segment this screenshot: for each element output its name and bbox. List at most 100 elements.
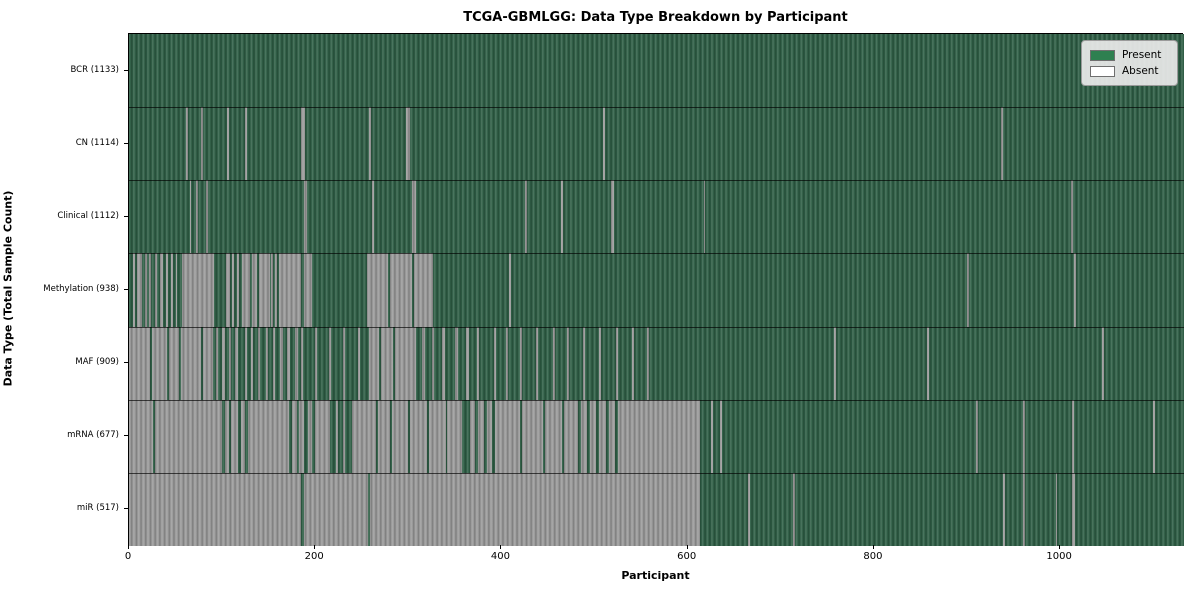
absent-segment — [231, 399, 238, 473]
ytick-mark — [124, 508, 128, 510]
absent-segment — [391, 399, 409, 473]
absent-segment — [245, 107, 248, 181]
absent-segment — [152, 326, 168, 400]
absent-segment — [222, 326, 225, 400]
ytick-label-clinical: Clinical (1112) — [57, 210, 119, 221]
absent-segment — [486, 399, 493, 473]
absent-segment — [410, 399, 427, 473]
absent-segment — [395, 326, 416, 400]
absent-segment — [710, 399, 713, 473]
absent-segment — [422, 326, 426, 400]
absent-segment — [291, 399, 297, 473]
absent-segment — [166, 253, 169, 327]
absent-segment — [304, 472, 369, 546]
absent-segment — [583, 326, 586, 400]
absent-segment — [196, 180, 198, 254]
absent-segment — [175, 253, 178, 327]
absent-segment — [251, 253, 258, 327]
absent-segment — [381, 326, 394, 400]
absent-segment — [232, 253, 235, 327]
xtick-label-1000: 1000 — [1046, 551, 1072, 562]
absent-segment — [155, 399, 223, 473]
absent-segment — [185, 107, 188, 181]
xtick-mark — [686, 545, 688, 549]
absent-segment — [343, 399, 346, 473]
xtick-label-0: 0 — [124, 551, 132, 562]
absent-segment — [615, 326, 618, 400]
ytick-mark — [124, 215, 128, 217]
absent-segment — [431, 326, 435, 400]
xtick-mark — [1059, 545, 1061, 549]
row-band-bcr — [129, 34, 1184, 108]
absent-segment — [279, 326, 283, 400]
row-band-methylation — [129, 253, 1184, 327]
absent-segment — [228, 326, 232, 400]
absent-segment — [494, 399, 521, 473]
absent-segment — [129, 326, 151, 400]
absent-segment — [202, 326, 213, 400]
legend-label-absent: Absent — [1122, 65, 1159, 77]
absent-segment — [508, 253, 511, 327]
absent-segment — [144, 253, 147, 327]
ytick-label-mir: miR (517) — [76, 503, 119, 514]
absent-segment — [189, 180, 192, 254]
absent-segment — [273, 326, 276, 400]
absent-segment — [611, 180, 615, 254]
absent-segment — [589, 399, 597, 473]
absent-segment — [535, 326, 538, 400]
ytick-mark — [124, 289, 128, 290]
absent-segment — [617, 399, 700, 473]
absent-segment — [315, 326, 318, 400]
absent-segment — [129, 399, 154, 473]
absent-segment — [631, 326, 634, 400]
absent-segment — [927, 326, 929, 400]
absent-segment — [506, 326, 508, 400]
ytick-label-cn: CN (1114) — [75, 137, 119, 148]
absent-segment — [304, 180, 307, 254]
legend-swatch-present-icon — [1090, 49, 1115, 61]
absent-segment — [169, 326, 180, 400]
ytick-label-methylation: Methylation (938) — [43, 284, 119, 294]
ytick-mark — [124, 142, 128, 144]
absent-segment — [976, 399, 979, 473]
absent-segment — [215, 326, 219, 400]
legend-item-present: Present — [1090, 47, 1169, 63]
absent-segment — [265, 326, 268, 400]
legend-item-absent: Absent — [1090, 63, 1169, 79]
row-band-clinical — [129, 180, 1184, 254]
absent-segment — [524, 180, 527, 254]
xtick-mark — [128, 545, 129, 549]
absent-segment — [224, 399, 229, 473]
row-band-cn — [129, 107, 1184, 181]
row-band-mir — [129, 472, 1184, 546]
absent-segment — [478, 399, 484, 473]
absent-segment — [1072, 472, 1076, 546]
absent-segment — [240, 399, 246, 473]
absent-segment — [580, 399, 588, 473]
absent-segment — [469, 399, 476, 473]
absent-segment — [566, 326, 569, 400]
absent-segment — [447, 399, 463, 473]
xtick-mark — [872, 545, 874, 549]
absent-segment — [369, 107, 372, 181]
row-band-mrna — [129, 399, 1184, 473]
absent-segment — [520, 326, 522, 400]
xtick-mark — [500, 545, 502, 549]
xtick-label-600: 600 — [677, 551, 697, 562]
absent-segment — [307, 399, 313, 473]
absent-segment — [304, 253, 313, 327]
absent-segment — [1022, 399, 1025, 473]
absent-segment — [494, 326, 496, 400]
absent-segment — [561, 180, 563, 254]
absent-segment — [235, 326, 238, 400]
absent-segment — [287, 326, 291, 400]
legend-swatch-absent-icon — [1090, 65, 1115, 77]
absent-segment — [466, 326, 469, 400]
absent-segment — [301, 326, 304, 400]
ytick-mark — [124, 435, 128, 437]
row-band-maf — [129, 326, 1184, 400]
xtick-mark — [314, 545, 316, 549]
absent-segment — [278, 253, 302, 327]
absent-segment — [1055, 472, 1058, 546]
